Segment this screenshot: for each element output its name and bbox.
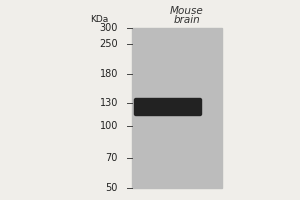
Text: 130: 130 — [100, 98, 118, 108]
Text: 70: 70 — [106, 153, 118, 163]
Text: brain: brain — [174, 15, 200, 25]
Text: KDa: KDa — [90, 16, 108, 24]
Text: Mouse: Mouse — [170, 6, 204, 16]
Text: 100: 100 — [100, 121, 118, 131]
Text: 250: 250 — [99, 39, 118, 49]
Text: 50: 50 — [106, 183, 118, 193]
Bar — [132, 28, 222, 188]
Text: 300: 300 — [100, 23, 118, 33]
FancyBboxPatch shape — [134, 98, 202, 116]
Text: 180: 180 — [100, 69, 118, 79]
